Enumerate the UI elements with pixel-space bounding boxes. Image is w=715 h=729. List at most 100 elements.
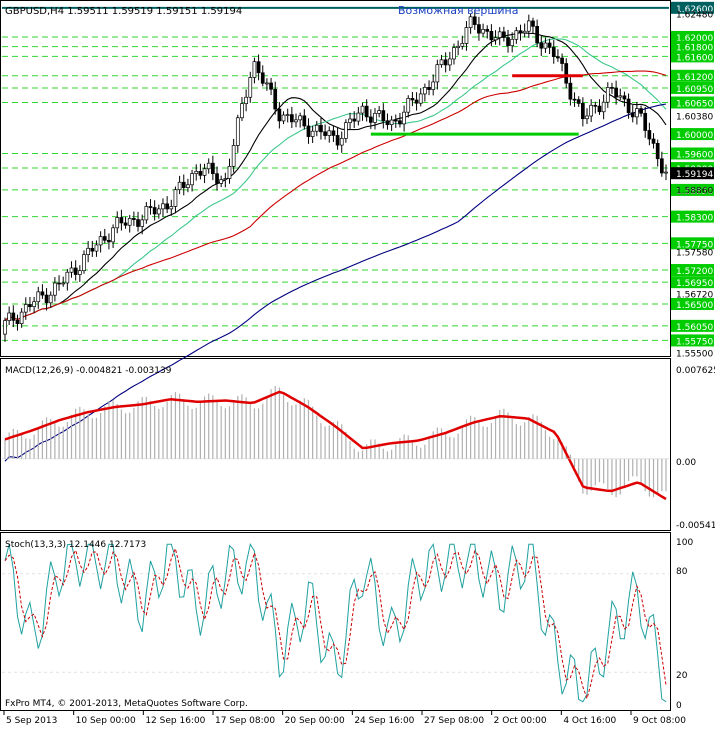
candle-body [593, 104, 598, 107]
level-label-box [671, 298, 714, 311]
candle-body [493, 37, 498, 41]
candle-body [219, 179, 224, 184]
candle-body [277, 108, 282, 122]
ma-long-line [4, 103, 667, 462]
candle-body [522, 30, 527, 34]
price-tick-label: 1.59194 [676, 170, 713, 180]
candle-body [102, 236, 107, 241]
candle-body [11, 312, 16, 321]
level-label-box [671, 96, 714, 109]
candle-body [310, 130, 315, 137]
candle-body [510, 38, 515, 47]
time-tick-label: 9 Oct 08:00 [633, 716, 686, 726]
candle-body [53, 282, 57, 296]
candle-body [281, 114, 286, 122]
candle-body [244, 96, 248, 104]
candle-body [464, 27, 469, 44]
level-label-box [671, 334, 714, 347]
candle-body [136, 219, 140, 227]
candle-body [398, 120, 402, 125]
stoch-label: Stoch(13,3,3) 12.1446 12.7173 [5, 540, 146, 550]
level-label-text: 1.56500 [676, 301, 713, 311]
level-label-box [671, 128, 714, 141]
candle-body [127, 218, 132, 226]
candle-body [543, 42, 548, 49]
ma-slow-line [4, 70, 667, 321]
symbol-header: GBPUSD,H4 1.59511 1.59519 1.59151 1.5919… [5, 6, 242, 17]
candle-body [518, 30, 523, 34]
candle-body [15, 319, 20, 324]
key-level-lines [2, 6, 669, 136]
candle-body [252, 61, 257, 78]
level-label-box [671, 1, 714, 14]
time-tick-label: 12 Sep 16:00 [145, 716, 205, 726]
time-tick-label: 20 Sep 00:00 [285, 716, 345, 726]
stoch-signal-line [4, 547, 667, 701]
level-label-text: 1.60650 [676, 100, 713, 110]
level-label-text: 1.57200 [676, 267, 713, 277]
candle-body [626, 98, 631, 114]
level-label-text: 1.60950 [676, 85, 713, 95]
level-label-text: 1.57750 [676, 240, 713, 250]
candle-body [556, 56, 560, 59]
stoch-scale-100: 100 [676, 538, 693, 548]
candle-body [73, 267, 78, 275]
stoch-scale-0: 0 [676, 701, 682, 711]
candle-body [456, 45, 460, 48]
candle-body [40, 291, 45, 296]
candle-body [273, 88, 278, 110]
candle-body [514, 30, 519, 40]
candle-body [605, 87, 610, 103]
candle-body [61, 282, 66, 285]
candle-body [477, 24, 481, 34]
candle-body [497, 31, 502, 38]
candle-body [643, 112, 648, 131]
macd-scale-mid: 0.00 [676, 458, 696, 468]
candle-body [36, 291, 41, 303]
candle-body [327, 130, 332, 136]
level-label-box [671, 40, 714, 53]
candle-body [385, 120, 390, 126]
candle-body [331, 130, 336, 136]
candle-body [472, 16, 477, 25]
time-tick-label: 2 Oct 00:00 [494, 716, 547, 726]
candle-body [356, 112, 361, 122]
candle-body [443, 59, 448, 66]
candle-body [161, 203, 165, 210]
price-tick-label: 1.58860 [676, 186, 713, 196]
time-axis: 5 Sep 2013 10 Sep 00:00 12 Sep 16:00 17 Sep… [3, 711, 686, 726]
candle-body [44, 294, 49, 304]
candle-body [156, 208, 161, 215]
candle-body [115, 217, 120, 229]
current-price-box [671, 167, 714, 180]
price-candles [3, 10, 668, 342]
candle-body [94, 244, 99, 252]
candle-body [227, 165, 232, 179]
candle-body [98, 236, 103, 246]
candle-body [260, 72, 265, 84]
candle-body [148, 206, 153, 208]
candle-body [368, 116, 373, 123]
candle-body [28, 304, 32, 308]
candle-body [144, 206, 149, 221]
candle-body [547, 42, 552, 48]
candle-body [535, 25, 539, 44]
candle-body [223, 178, 228, 180]
candle-body [289, 114, 294, 123]
macd-signal-line [4, 390, 667, 501]
candle-body [48, 294, 53, 304]
candle-body [181, 181, 186, 188]
level-label-box [671, 147, 714, 160]
candle-body [265, 82, 269, 85]
level-label-box [671, 81, 714, 94]
macd-indicator [2, 385, 669, 501]
candle-body [439, 59, 444, 66]
stoch-scale-80: 80 [676, 567, 688, 577]
candle-body [360, 105, 365, 114]
price-tick-label: 1.62480 [676, 11, 713, 21]
time-tick-label: 24 Sep 16:00 [354, 716, 414, 726]
price-tick-label: 1.57580 [676, 249, 713, 259]
candle-body [140, 219, 145, 227]
